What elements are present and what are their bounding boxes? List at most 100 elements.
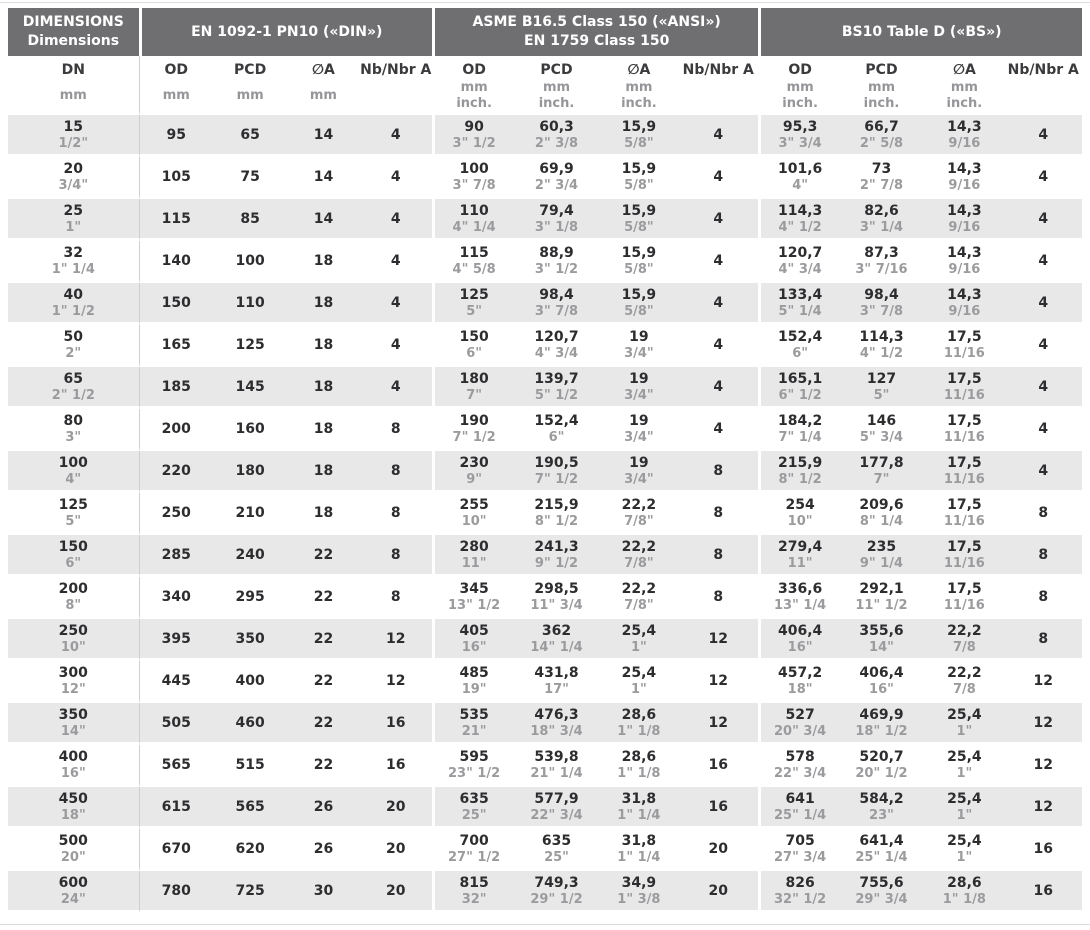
col-header-asme-nb: Nb/Nbr A	[678, 56, 759, 115]
cell-value: 14	[313, 210, 334, 227]
col-header-label: Nb/Nbr A	[682, 62, 754, 78]
bottom-divider	[0, 924, 1090, 925]
cell-value: 16	[386, 756, 406, 773]
col-header-unit: mm	[867, 80, 896, 95]
cell-value: 215,9	[777, 454, 823, 471]
cell-value: 355,6	[859, 622, 904, 639]
cell-value: 12	[386, 672, 406, 689]
cell-value-inch: 3" 1/4	[859, 219, 904, 235]
table-row: 80 3" 200 160 18 8 190 7" 1/2 152,4 6" 19 3/4" 4 184,…	[8, 409, 1082, 451]
cell-din-nb: 16	[359, 703, 432, 745]
cell-value: 22	[313, 714, 334, 731]
cell-value: 18	[313, 378, 334, 395]
cell-asme-nb: 8	[678, 577, 759, 619]
cell-value-inch: 2" 5/8	[859, 135, 904, 151]
cell-asme-pcd: 190,5 7" 1/2	[513, 451, 600, 493]
cell-value-inch: 1" 3/8	[617, 891, 661, 907]
cell-din-a: 18	[287, 283, 360, 325]
cell-value: 18	[313, 462, 334, 479]
cell-value: 725	[235, 882, 265, 899]
col-header-asme-pcd: PCD mm inch.	[513, 56, 600, 115]
cell-value: 127	[866, 370, 897, 387]
cell-value-inch: 3/4"	[624, 429, 654, 445]
cell-bs-od: 578 22" 3/4	[758, 745, 839, 787]
cell-value: 60,3	[539, 118, 574, 135]
cell-value: 85	[240, 210, 260, 227]
cell-value: 8	[713, 546, 724, 563]
cell-value: 4	[713, 168, 724, 185]
cell-value-inch: 5/8"	[624, 219, 654, 235]
cell-value: 250	[161, 504, 191, 521]
cell-value: 8	[1038, 546, 1049, 563]
cell-asme-od: 180 7"	[431, 367, 514, 409]
cell-value: 641	[785, 790, 815, 807]
cell-value-inch: 9" 1/2	[534, 555, 579, 571]
cell-bs-pcd: 209,6 8" 1/4	[838, 493, 925, 535]
cell-value: 20	[708, 840, 728, 857]
cell-value-inch: 4" 1/4	[452, 219, 496, 235]
cell-asme-nb: 4	[678, 157, 759, 199]
cell-value: 152,4	[534, 412, 579, 429]
cell-din-a: 18	[287, 409, 360, 451]
cell-bs-a: 28,6 1" 1/8	[924, 871, 1005, 913]
col-header-din-od: OD mm	[138, 56, 213, 115]
cell-asme-pcd: 215,9 8" 1/2	[513, 493, 600, 535]
cell-value: 14,3	[947, 244, 982, 261]
cell-value: 100	[459, 160, 489, 177]
cell-value: 110	[459, 202, 489, 219]
cell-value: 230	[459, 454, 489, 471]
cell-bs-a: 17,5 11/16	[924, 325, 1005, 367]
cell-bs-od: 406,4 16"	[758, 619, 839, 661]
cell-value: 469,9	[859, 706, 904, 723]
cell-value-inch: 3" 1/8	[534, 219, 579, 235]
cell-asme-od: 700 27" 1/2	[431, 829, 514, 871]
cell-bs-nb: 8	[1004, 493, 1082, 535]
cell-din-od: 670	[138, 829, 213, 871]
cell-din-a: 18	[287, 451, 360, 493]
cell-asme-a: 15,9 5/8"	[599, 199, 679, 241]
cell-asme-nb: 4	[678, 115, 759, 157]
cell-value: 584,2	[859, 790, 904, 807]
cell-dn: 32 1" 1/4	[8, 241, 139, 283]
cell-din-a: 22	[287, 661, 360, 703]
cell-value-inch: 3" 7/8	[452, 177, 496, 193]
cell-value: 87,3	[864, 244, 899, 261]
cell-value-inch: 1"	[956, 807, 973, 823]
flange-dimensions-table: DIMENSIONS Dimensions EN 1092-1 PN10 («D…	[8, 8, 1082, 913]
cell-value: 620	[235, 840, 265, 857]
cell-asme-a: 15,9 5/8"	[599, 115, 679, 157]
cell-bs-nb: 8	[1004, 577, 1082, 619]
cell-bs-od: 254 10"	[758, 493, 839, 535]
cell-value-inch: 13" 1/4	[774, 597, 827, 613]
cell-value-inch: 21"	[461, 723, 487, 739]
cell-value-inch: 7/8	[952, 639, 976, 655]
group-header-dimensions-line2: Dimensions	[27, 33, 120, 49]
col-header-label: ∅A	[312, 62, 335, 78]
col-header-label: PCD	[234, 62, 267, 78]
cell-din-pcd: 240	[212, 535, 288, 577]
table-row: 150 6" 285 240 22 8 280 11" 241,3 9" 1/2 22,2 7/8" 8…	[8, 535, 1082, 577]
cell-value-inch: 27" 1/2	[448, 849, 501, 865]
cell-asme-pcd: 60,3 2" 3/8	[513, 115, 600, 157]
column-header-row: DN mm OD mm PCD mm ∅A mm Nb/Nbr A OD mm inch. PCD mm i…	[8, 56, 1082, 115]
cell-value: 185	[161, 378, 191, 395]
cell-value: 8	[1038, 630, 1049, 647]
cell-din-pcd: 565	[212, 787, 288, 829]
cell-value-inch: 8" 1/2	[534, 513, 579, 529]
cell-bs-pcd: 355,6 14"	[838, 619, 925, 661]
cell-value-inch: 11/16	[943, 471, 985, 487]
cell-asme-a: 19 3/4"	[599, 451, 679, 493]
cell-value: 8	[713, 588, 724, 605]
cell-value-inch: 5"	[65, 513, 82, 529]
cell-value: 14,3	[947, 160, 982, 177]
cell-asme-pcd: 749,3 29" 1/2	[513, 871, 600, 913]
cell-asme-pcd: 69,9 2" 3/4	[513, 157, 600, 199]
col-header-unit: inch.	[456, 96, 492, 111]
cell-value: 235	[866, 538, 897, 555]
col-header-din-nb: Nb/Nbr A	[359, 56, 432, 115]
table-row: 500 20" 670 620 26 20 700 27" 1/2 635 25" 31,8 1" 1…	[8, 829, 1082, 871]
cell-value-inch: 1" 1/4	[51, 261, 95, 277]
cell-din-od: 615	[138, 787, 213, 829]
cell-value-inch: 1"	[630, 681, 647, 697]
cell-asme-od: 100 3" 7/8	[431, 157, 514, 199]
